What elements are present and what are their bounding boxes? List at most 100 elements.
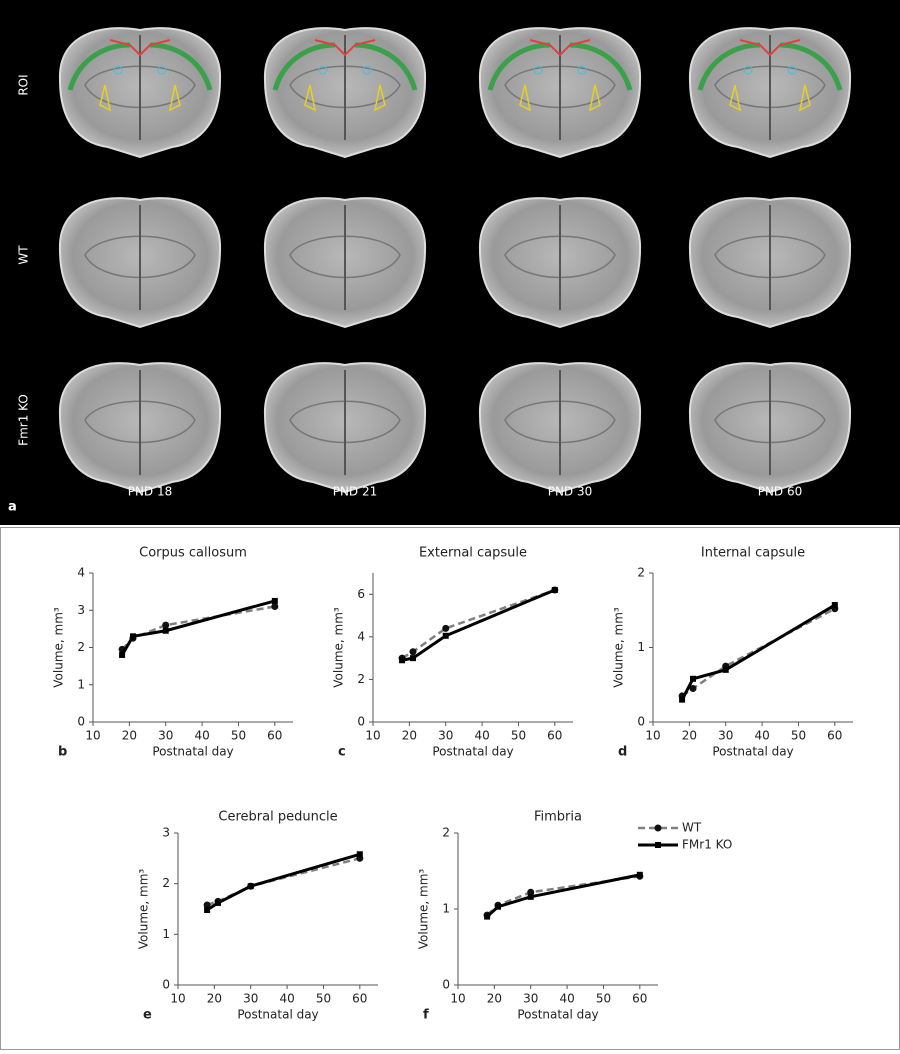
- x-axis-label: Postnatal day: [152, 745, 233, 759]
- x-tick-label: 50: [511, 729, 526, 743]
- panel-letter: b: [58, 745, 67, 760]
- x-axis-label: Postnatal day: [432, 745, 513, 759]
- legend-marker: [654, 824, 662, 832]
- x-tick-label: 20: [207, 992, 222, 1006]
- series-line: [121, 605, 276, 651]
- roi-cyan: [787, 65, 797, 75]
- brain-slice: [263, 27, 427, 159]
- roi-cyan: [362, 65, 372, 75]
- y-tick-label: 2: [637, 566, 645, 580]
- chart-title: External capsule: [419, 546, 527, 561]
- chart-title: Fimbria: [534, 810, 582, 825]
- data-point: [271, 597, 278, 604]
- roi-yellow: [304, 84, 386, 112]
- brain-inner: [84, 235, 196, 279]
- y-tick-label: 0: [77, 715, 85, 729]
- brain-slice: [478, 27, 642, 159]
- column-label: PND 21: [333, 485, 378, 499]
- brain-inner: [289, 65, 401, 109]
- data-point: [410, 655, 416, 662]
- y-tick-label: 2: [77, 640, 85, 654]
- brain-inner: [289, 400, 401, 444]
- data-point: [130, 633, 136, 640]
- data-point: [162, 621, 170, 629]
- y-tick-label: 3: [162, 826, 170, 840]
- chart-title: Corpus callosum: [139, 546, 247, 561]
- x-tick-label: 60: [827, 729, 842, 743]
- brain-inner: [714, 235, 826, 279]
- y-axis-label: Volume, mm³: [417, 869, 431, 950]
- roi-yellow: [519, 84, 601, 112]
- brain-inner: [714, 65, 826, 109]
- brain-inner: [504, 235, 616, 279]
- data-point: [203, 901, 211, 909]
- series-line: [206, 852, 361, 912]
- brain-inner: [504, 65, 616, 109]
- brain-slice: [263, 197, 427, 329]
- data-point: [551, 587, 558, 594]
- data-point: [722, 666, 729, 673]
- data-point: [162, 627, 169, 634]
- brain-inner: [289, 235, 401, 279]
- y-tick-label: 1: [637, 640, 645, 654]
- brain-inner: [714, 400, 826, 444]
- x-axis-label: Postnatal day: [517, 1008, 598, 1022]
- legend-label: FMr1 KO: [682, 838, 732, 852]
- brain-inner: [84, 65, 196, 109]
- x-tick-label: 40: [474, 729, 489, 743]
- x-axis-label: Postnatal day: [237, 1008, 318, 1022]
- roi-red: [109, 39, 171, 57]
- brain-images: [58, 27, 852, 494]
- data-point: [409, 648, 417, 656]
- brain-slice: [263, 362, 427, 494]
- x-tick-label: 20: [402, 729, 417, 743]
- data-point: [484, 913, 491, 920]
- data-point: [399, 657, 406, 664]
- y-tick-label: 1: [442, 902, 450, 916]
- y-tick-label: 2: [162, 876, 170, 890]
- x-tick-label: 10: [645, 729, 660, 743]
- data-point: [271, 603, 279, 611]
- y-tick-label: 2: [442, 826, 450, 840]
- x-tick-label: 50: [596, 992, 611, 1006]
- x-tick-label: 10: [170, 992, 185, 1006]
- brain-slice: [688, 27, 852, 159]
- x-tick-label: 10: [450, 992, 465, 1006]
- x-tick-label: 50: [791, 729, 806, 743]
- brain-slice: [58, 362, 222, 494]
- panel-letter: c: [338, 745, 346, 760]
- panel-letter: d: [618, 745, 627, 760]
- y-axis-label: Volume, mm³: [612, 607, 626, 688]
- roi-cyan: [533, 65, 543, 75]
- x-tick-label: 30: [438, 729, 453, 743]
- x-tick-label: 50: [231, 729, 246, 743]
- y-tick-label: 1: [77, 677, 85, 691]
- data-point: [204, 907, 211, 914]
- data-point: [495, 903, 501, 910]
- series-line: [401, 588, 556, 660]
- x-tick-label: 40: [194, 729, 209, 743]
- data-point: [119, 651, 126, 658]
- series-line: [401, 588, 556, 662]
- chart-title: Internal capsule: [701, 546, 805, 561]
- column-label: PND 18: [128, 485, 173, 499]
- row-label: WT: [17, 245, 31, 265]
- data-point: [356, 851, 363, 858]
- roi-cyan: [577, 65, 587, 75]
- roi-cyan: [743, 65, 753, 75]
- x-tick-label: 20: [487, 992, 502, 1006]
- y-tick-label: 1: [162, 927, 170, 941]
- data-point: [679, 696, 686, 703]
- y-axis-label: Volume, mm³: [52, 607, 66, 688]
- x-tick-label: 60: [267, 729, 282, 743]
- legend-label: WT: [682, 821, 702, 835]
- roi-yellow: [729, 84, 811, 112]
- roi-red: [314, 39, 376, 57]
- brain-slice: [58, 27, 222, 159]
- y-axis-label: Volume, mm³: [137, 869, 151, 950]
- x-tick-label: 30: [718, 729, 733, 743]
- x-tick-label: 40: [754, 729, 769, 743]
- data-point: [831, 602, 838, 609]
- x-tick-label: 10: [365, 729, 380, 743]
